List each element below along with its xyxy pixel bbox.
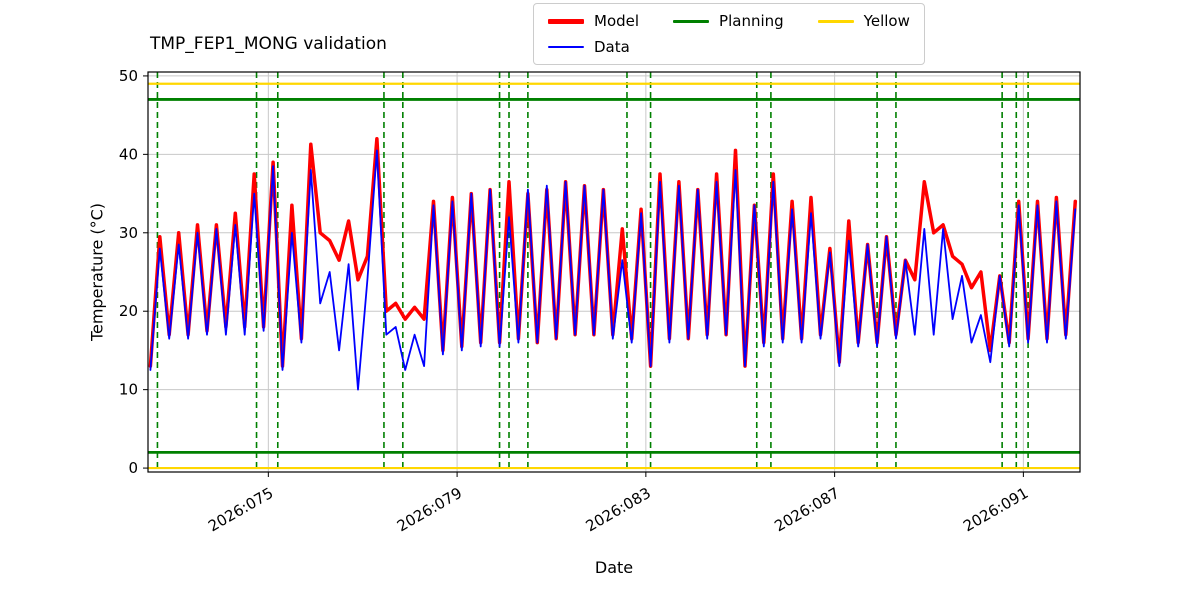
legend-label-yellow: Yellow xyxy=(863,12,910,30)
legend: Model Data Planning Yellow xyxy=(533,3,925,65)
y-axis-label: Temperature (°C) xyxy=(87,202,107,342)
x-tick-label: 2026:075 xyxy=(205,484,276,536)
legend-item-yellow: Yellow xyxy=(817,9,910,33)
legend-line-sample-yellow xyxy=(817,19,854,23)
axes-frame xyxy=(147,71,1081,473)
y-tick-label: 10 xyxy=(119,381,138,399)
legend-item-planning: Planning xyxy=(673,9,784,33)
legend-line-sample-planning xyxy=(673,19,710,23)
legend-label-data: Data xyxy=(594,38,630,56)
data-line xyxy=(149,149,1077,391)
x-axis-label: Date xyxy=(594,558,634,577)
legend-label-planning: Planning xyxy=(719,12,784,30)
x-tick-label: 2026:083 xyxy=(583,484,654,536)
y-tick-label: 0 xyxy=(128,459,138,477)
x-tick-label: 2026:087 xyxy=(771,484,842,536)
y-tick-label: 50 xyxy=(119,67,138,85)
y-tick-label: 40 xyxy=(119,145,138,163)
x-tick-label: 2026:091 xyxy=(960,484,1031,536)
legend-line-sample-model xyxy=(548,18,584,24)
y-tick-label: 20 xyxy=(119,302,138,320)
legend-label-model: Model xyxy=(594,12,640,30)
x-tick-label: 2026:079 xyxy=(394,484,465,536)
y-tick-label: 30 xyxy=(119,224,138,242)
legend-item-model: Model xyxy=(548,9,639,33)
legend-item-data: Data xyxy=(548,35,639,59)
legend-line-sample-data xyxy=(548,46,584,48)
chart-title: TMP_FEP1_MONG validation xyxy=(150,34,387,54)
